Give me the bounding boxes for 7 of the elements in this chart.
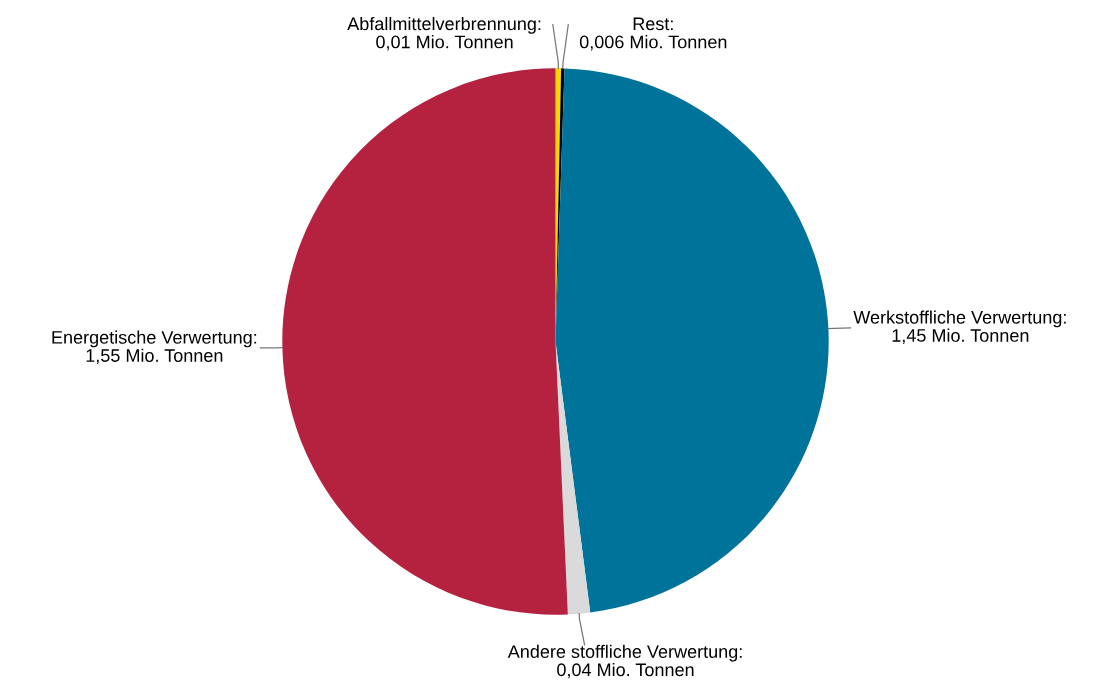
slice-label: Energetische Verwertung: 1,55 Mio. Tonnen <box>52 330 257 365</box>
slice-label: Werkstoffliche Verwertung: 1,45 Mio. Tonnen <box>853 310 1066 344</box>
slice-label: Rest: 0,006 Mio. Tonnen <box>579 17 727 51</box>
pie-slice <box>555 68 829 613</box>
slice-label: Abfallmittelverbrennung: 0,01 Mio. Tonnen <box>347 16 541 51</box>
slice-label: Andere stoffliche Verwertung: 0,04 Mio. Tonnen <box>507 644 742 679</box>
pie-slice <box>282 68 568 615</box>
